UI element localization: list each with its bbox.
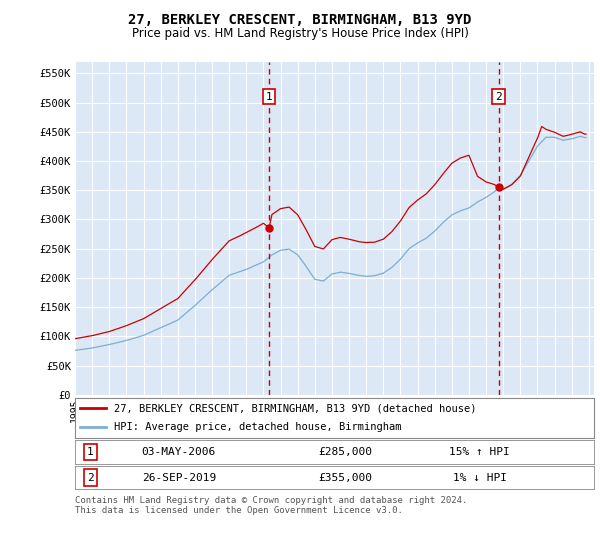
Text: Contains HM Land Registry data © Crown copyright and database right 2024.
This d: Contains HM Land Registry data © Crown c… [75,496,467,515]
Text: £355,000: £355,000 [318,473,372,483]
Text: 1: 1 [266,92,272,101]
Text: Price paid vs. HM Land Registry's House Price Index (HPI): Price paid vs. HM Land Registry's House … [131,27,469,40]
Text: 03-MAY-2006: 03-MAY-2006 [142,447,216,457]
Text: HPI: Average price, detached house, Birmingham: HPI: Average price, detached house, Birm… [114,422,401,432]
Text: 15% ↑ HPI: 15% ↑ HPI [449,447,510,457]
Text: 1% ↓ HPI: 1% ↓ HPI [453,473,507,483]
Text: £285,000: £285,000 [318,447,372,457]
Text: 26-SEP-2019: 26-SEP-2019 [142,473,216,483]
Text: 1: 1 [87,447,94,457]
Text: 27, BERKLEY CRESCENT, BIRMINGHAM, B13 9YD (detached house): 27, BERKLEY CRESCENT, BIRMINGHAM, B13 9Y… [114,404,476,413]
Text: 2: 2 [495,92,502,101]
Text: 2: 2 [87,473,94,483]
Text: 27, BERKLEY CRESCENT, BIRMINGHAM, B13 9YD: 27, BERKLEY CRESCENT, BIRMINGHAM, B13 9Y… [128,13,472,27]
